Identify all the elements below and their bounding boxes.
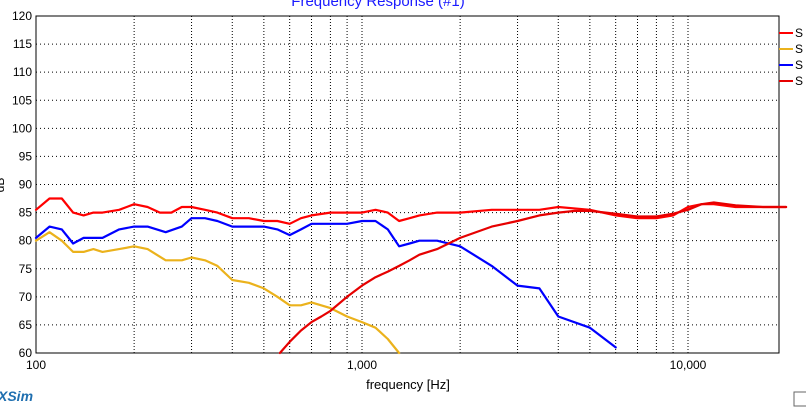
x-tick-label: 100 — [26, 358, 46, 372]
series-layer — [34, 197, 788, 355]
series-line-4 — [278, 201, 788, 355]
legend-label: S — [795, 74, 803, 88]
y-tick-label: 100 — [12, 121, 32, 135]
y-tick-label: 80 — [19, 234, 33, 248]
legend-label: S — [795, 58, 803, 72]
legend-label: S — [795, 26, 803, 40]
chart-title: Frequency Response (#1) — [291, 0, 464, 10]
brand-logo: XSim — [0, 388, 33, 404]
series-line-3 — [34, 217, 617, 349]
y-tick-label: 85 — [19, 206, 33, 220]
y-tick-label: 90 — [19, 178, 33, 192]
plot-area — [35, 15, 780, 354]
series-line-2 — [34, 231, 401, 355]
y-tick-label: 60 — [19, 346, 33, 360]
x-axis-label: frequency [Hz] — [366, 377, 450, 392]
y-axis-label: dB — [0, 178, 7, 193]
y-tick-label: 110 — [13, 65, 32, 79]
corner-box — [793, 391, 806, 407]
y-tick-label: 65 — [19, 318, 33, 332]
y-tick-label: 120 — [12, 9, 32, 23]
y-tick-label: 95 — [19, 149, 33, 163]
y-tick-label: 70 — [19, 290, 33, 304]
x-tick-labels: 100 1,000 10,000 — [26, 358, 707, 372]
y-tick-label: 115 — [13, 37, 32, 51]
series-line-1 — [34, 197, 788, 225]
y-tick-label: 105 — [12, 93, 32, 107]
y-tick-label: 75 — [19, 262, 33, 276]
y-tick-labels: 60 65 70 75 80 85 90 95 100 105 110 115 120 — [12, 9, 32, 360]
x-tick-label: 10,000 — [670, 358, 707, 372]
legend-label: S — [795, 42, 803, 56]
grid-lines — [36, 16, 779, 353]
x-tick-label: 1,000 — [347, 358, 377, 372]
